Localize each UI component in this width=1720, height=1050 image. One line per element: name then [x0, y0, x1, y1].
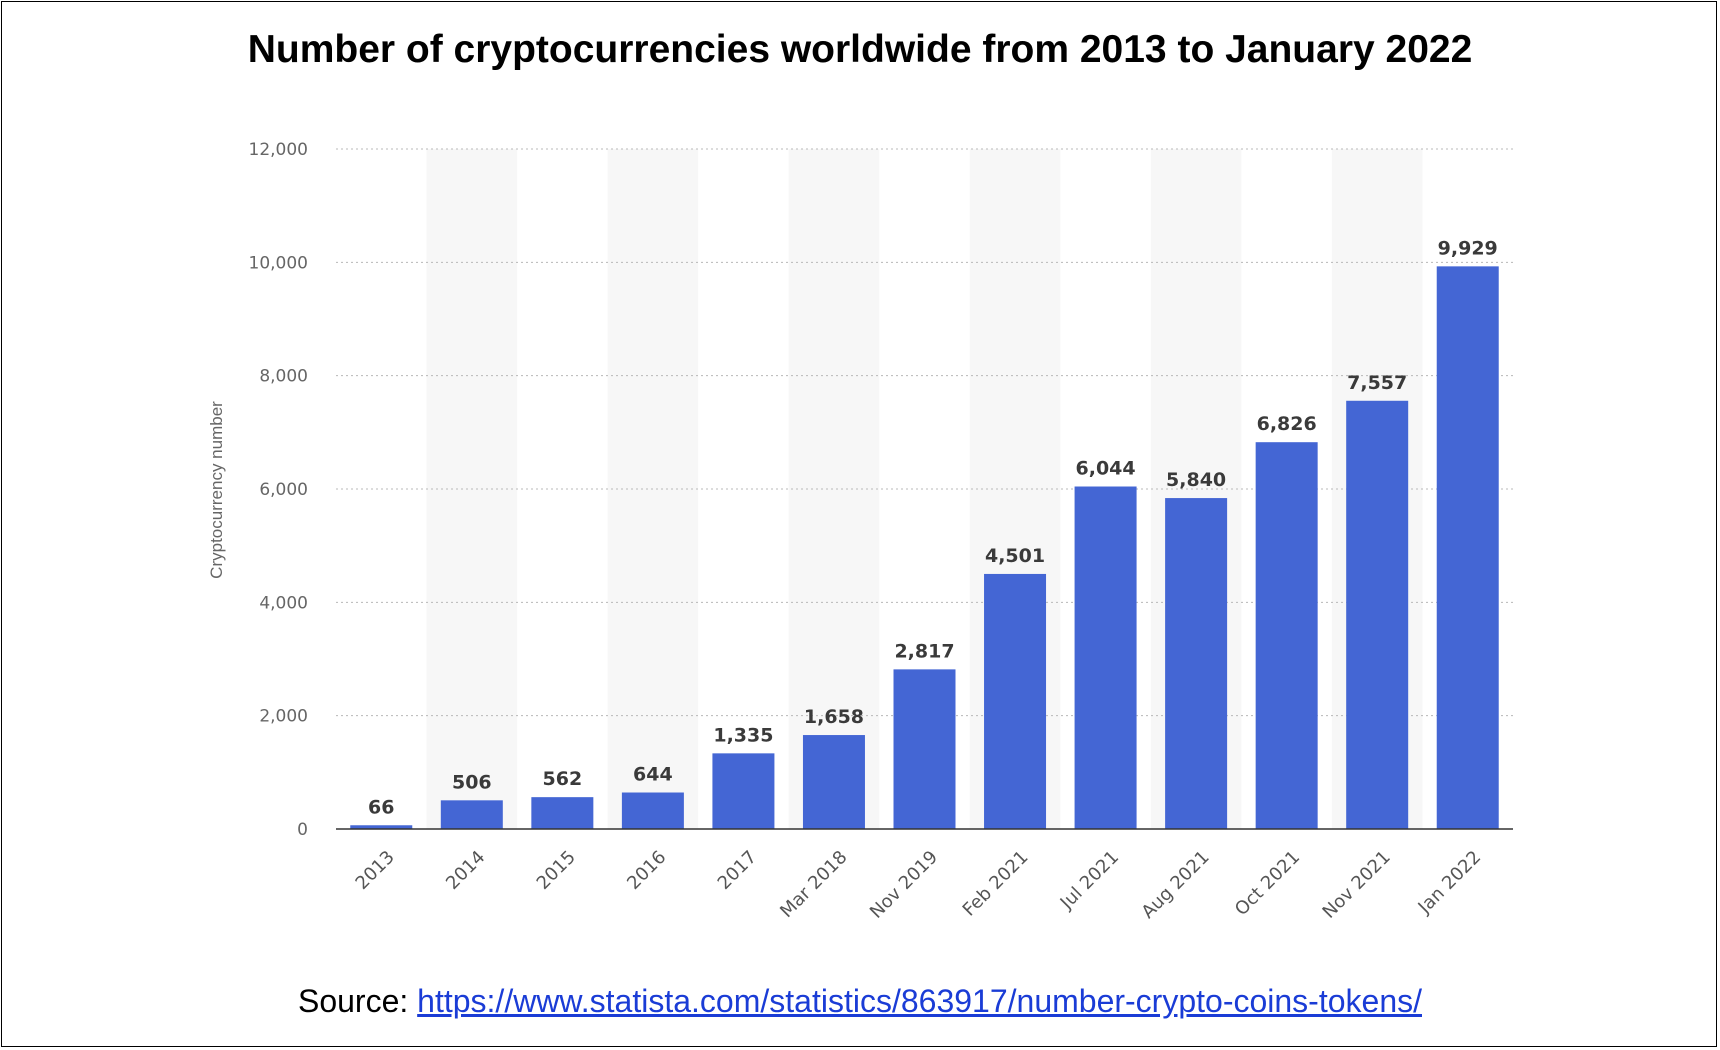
bar	[1346, 400, 1409, 829]
y-tick-label: 12,000	[249, 140, 308, 160]
bar	[1255, 442, 1318, 829]
x-tick-label: Aug 2021	[1138, 847, 1214, 923]
bar	[893, 669, 956, 829]
data-label: 5,840	[1166, 469, 1226, 491]
data-labels: 66 506 562 644 1,335 1,658 2,817 4,501 6,044 5,84…	[368, 237, 1498, 818]
x-tick-label: 2017	[714, 847, 761, 894]
chart-title: Number of cryptocurrencies worldwide fro…	[247, 28, 1473, 71]
y-tick-label: 6,000	[259, 480, 308, 500]
y-tick-label: 0	[297, 820, 308, 840]
column-band	[788, 149, 880, 829]
y-axis-label: Cryptocurrency number	[207, 401, 226, 579]
source-link[interactable]: https://www.statista.com/statistics/8639…	[417, 983, 1422, 1019]
y-tick-label: 4,000	[259, 593, 308, 613]
x-tick-label: Jan 2022	[1414, 847, 1486, 919]
y-tick-label: 2,000	[259, 707, 308, 727]
data-label: 562	[543, 768, 583, 790]
bar	[440, 800, 503, 829]
x-tick-label: 2014	[442, 847, 489, 894]
bar	[984, 573, 1047, 829]
x-axis-ticks: 2013 2014 2015 2016 2017 Mar 2018 Nov 2019 Feb …	[352, 847, 1486, 923]
x-tick-label: Nov 2019	[866, 847, 942, 923]
x-tick-label: Nov 2021	[1319, 847, 1395, 923]
x-tick-label: Feb 2021	[959, 847, 1033, 921]
bar	[621, 792, 684, 829]
y-tick-label: 8,000	[259, 367, 308, 387]
data-label: 506	[452, 771, 492, 793]
y-tick-label: 10,000	[249, 253, 308, 273]
data-label: 6,826	[1257, 413, 1317, 435]
x-tick-label: 2016	[623, 847, 670, 894]
bar	[531, 797, 594, 829]
x-tick-label: 2013	[352, 847, 399, 894]
source-line: Source: https://www.statista.com/statist…	[0, 983, 1720, 1020]
data-label: 644	[633, 764, 673, 786]
data-label: 9,929	[1438, 237, 1498, 259]
bar	[1074, 486, 1137, 829]
x-tick-label: Jul 2021	[1056, 847, 1123, 914]
y-axis-ticks: 0 2,000 4,000 6,000 8,000 10,000 12,000	[249, 140, 308, 840]
x-tick-label: Oct 2021	[1231, 847, 1304, 920]
data-label: 6,044	[1076, 458, 1136, 480]
data-label: 1,335	[713, 724, 773, 746]
bar	[712, 753, 775, 829]
source-label: Source:	[297, 983, 409, 1019]
data-label: 7,557	[1347, 372, 1407, 394]
x-tick-label: Mar 2018	[776, 847, 851, 922]
data-label: 4,501	[985, 545, 1045, 567]
bar	[1165, 498, 1228, 829]
bar	[802, 735, 865, 829]
x-tick-label: 2015	[533, 847, 580, 894]
data-label: 2,817	[894, 640, 954, 662]
data-label: 1,658	[804, 706, 864, 728]
bar	[350, 825, 413, 829]
bars	[350, 266, 1499, 829]
bar	[1436, 266, 1499, 829]
data-label: 66	[368, 796, 394, 818]
